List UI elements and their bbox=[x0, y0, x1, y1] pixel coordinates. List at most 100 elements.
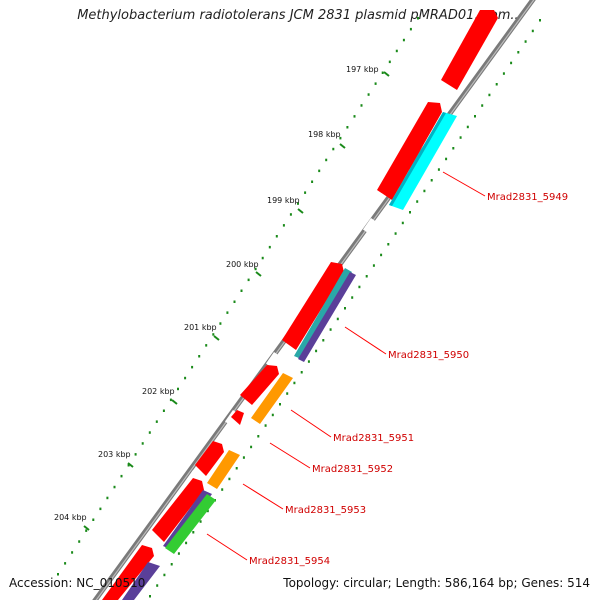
minor-tick bbox=[318, 169, 321, 173]
minor-tick bbox=[92, 518, 95, 521]
minor-tick bbox=[206, 509, 209, 513]
minor-tick bbox=[212, 333, 215, 336]
minor-tick bbox=[198, 355, 201, 358]
minor-tick bbox=[351, 296, 354, 299]
orange-feature bbox=[207, 450, 240, 489]
label-line-5949 bbox=[442, 171, 486, 197]
minor-tick bbox=[282, 224, 285, 227]
cyan-feature-shade bbox=[389, 112, 446, 206]
cds-arrow bbox=[231, 410, 244, 425]
kbp-label-202: 202 kbp bbox=[142, 387, 175, 396]
minor-tick bbox=[358, 285, 361, 289]
minor-tick bbox=[409, 27, 412, 31]
cds-arrow bbox=[441, 10, 498, 90]
minor-tick bbox=[517, 51, 520, 54]
outer-tick-ring bbox=[57, 17, 419, 576]
gene-label-5953: Mrad2831_5953 bbox=[285, 505, 366, 516]
minor-tick bbox=[372, 264, 375, 267]
gene-label-5950: Mrad2831_5950 bbox=[388, 350, 469, 361]
minor-tick bbox=[360, 104, 363, 107]
kbp-label-199: 199 kbp bbox=[267, 196, 300, 205]
minor-tick bbox=[286, 392, 289, 395]
cyan-feature bbox=[389, 112, 457, 210]
minor-tick bbox=[226, 311, 229, 314]
minor-tick bbox=[339, 136, 342, 140]
minor-tick bbox=[78, 540, 81, 543]
gene-label-5951: Mrad2831_5951 bbox=[333, 433, 414, 444]
minor-tick bbox=[322, 339, 325, 342]
minor-tick bbox=[64, 562, 67, 565]
label-line-5953 bbox=[242, 483, 284, 510]
label-line-5951 bbox=[290, 409, 332, 438]
major-tick bbox=[171, 399, 178, 405]
label-line-5954 bbox=[206, 533, 248, 561]
gene-label-5954: Mrad2831_5954 bbox=[249, 556, 330, 567]
major-tick bbox=[83, 525, 90, 531]
minor-tick bbox=[304, 191, 307, 194]
minor-tick bbox=[247, 278, 250, 282]
kbp-label-201: 201 kbp bbox=[184, 323, 217, 332]
minor-tick bbox=[148, 431, 151, 434]
minor-tick bbox=[531, 29, 534, 33]
minor-tick bbox=[332, 147, 335, 151]
minor-tick bbox=[329, 328, 332, 331]
minor-tick bbox=[353, 115, 356, 118]
minor-tick bbox=[293, 381, 296, 385]
cds-arrow bbox=[152, 478, 204, 542]
minor-tick bbox=[300, 371, 303, 374]
minor-tick bbox=[162, 409, 165, 412]
minor-tick bbox=[311, 180, 314, 183]
minor-tick bbox=[325, 158, 328, 162]
minor-tick bbox=[367, 93, 370, 96]
minor-tick bbox=[106, 496, 109, 500]
minor-tick bbox=[155, 420, 158, 423]
minor-tick bbox=[539, 19, 541, 22]
gene-label-5952: Mrad2831_5952 bbox=[312, 464, 393, 475]
minor-tick bbox=[474, 115, 476, 118]
minor-tick bbox=[416, 200, 419, 203]
minor-tick bbox=[524, 40, 527, 43]
minor-tick bbox=[452, 147, 455, 150]
minor-tick bbox=[120, 474, 123, 478]
minor-tick bbox=[459, 136, 462, 139]
minor-tick bbox=[402, 38, 405, 42]
minor-tick bbox=[254, 267, 257, 271]
minor-tick bbox=[170, 563, 173, 566]
kbp-label-203: 203 kbp bbox=[98, 450, 131, 459]
minor-tick bbox=[191, 365, 194, 369]
minor-tick bbox=[346, 126, 349, 129]
cds-arrow bbox=[282, 262, 344, 350]
minor-tick bbox=[365, 275, 368, 278]
minor-tick bbox=[219, 322, 222, 325]
gene-label-5949: Mrad2831_5949 bbox=[487, 192, 568, 203]
minor-tick bbox=[495, 83, 498, 86]
topology-text: Topology: circular; Length: 586,164 bp; … bbox=[283, 576, 590, 590]
minor-tick bbox=[488, 93, 491, 97]
minor-tick bbox=[394, 232, 397, 235]
inner-tick-ring bbox=[149, 19, 541, 598]
minor-tick bbox=[127, 464, 130, 467]
minor-tick bbox=[437, 168, 440, 171]
major-tick bbox=[297, 208, 304, 214]
major-tick bbox=[383, 71, 390, 77]
minor-tick bbox=[185, 541, 188, 545]
minor-tick bbox=[297, 202, 299, 205]
minor-tick bbox=[271, 413, 274, 417]
minor-tick bbox=[445, 157, 448, 161]
minor-tick bbox=[235, 467, 238, 470]
minor-tick bbox=[163, 573, 166, 577]
kbp-label-197: 197 kbp bbox=[346, 65, 379, 74]
cds-arrow bbox=[377, 102, 442, 200]
minor-tick bbox=[344, 307, 346, 310]
cds-arrow bbox=[102, 545, 154, 600]
minor-tick bbox=[381, 71, 384, 74]
minor-tick bbox=[409, 211, 411, 214]
minor-tick bbox=[401, 221, 404, 225]
minor-tick bbox=[387, 243, 390, 246]
minor-tick bbox=[261, 256, 264, 260]
minor-tick bbox=[141, 442, 144, 445]
minor-tick bbox=[177, 387, 179, 391]
map-title: Methylobacterium radiotolerans JCM 2831 … bbox=[77, 8, 523, 23]
minor-tick bbox=[315, 349, 318, 353]
purple-feature bbox=[298, 272, 356, 362]
